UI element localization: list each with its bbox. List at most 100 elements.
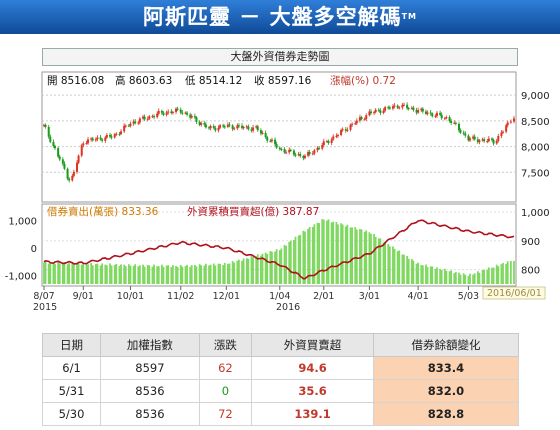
- candle-body: [332, 136, 335, 140]
- short-sell-bar: [214, 265, 217, 284]
- short-sell-bar: [448, 271, 451, 284]
- short-sell-bar: [96, 263, 99, 284]
- short-sell-bar: [458, 272, 460, 284]
- y-tick-label: 8,000: [521, 143, 550, 154]
- cell-change: 72: [198, 402, 253, 426]
- market-chart: 開 8516.08 高 8603.63 低 8514.12 收 8597.16 …: [5, 71, 550, 313]
- short-sell-bar: [439, 268, 442, 284]
- legend-short-sell: 借券賣出(萬張) 833.36: [47, 205, 159, 218]
- short-sell-bar: [420, 265, 423, 284]
- candle-body: [179, 109, 182, 113]
- x-axis-labels: 8/07 9/01 10/01 11/02 12/01 1/04 2/01 3/01 4/01 5…: [33, 286, 479, 302]
- short-sell-bar: [47, 263, 50, 284]
- short-sell-bar: [505, 263, 508, 284]
- candle-body: [109, 134, 112, 137]
- candle-body: [501, 131, 504, 133]
- col-balance-change: 借券餘額變化: [372, 333, 520, 357]
- candle-body: [124, 125, 127, 127]
- cell-balance: 832.0: [372, 379, 520, 403]
- short-sell-bar: [57, 261, 60, 284]
- candle-body: [316, 147, 319, 151]
- candle-body: [365, 115, 368, 119]
- candle-body: [157, 110, 160, 114]
- short-sell-bar: [294, 236, 297, 284]
- x-tick-label: 1/04: [269, 291, 290, 302]
- ohlc-high: 高 8603.63: [115, 74, 172, 87]
- candle-body: [355, 120, 358, 124]
- candle-body: [129, 123, 132, 126]
- candle-body: [374, 109, 377, 113]
- candle-body: [490, 138, 493, 140]
- short-sell-bar: [398, 250, 401, 284]
- candle-body: [110, 136, 113, 138]
- short-sell-bar: [467, 276, 470, 284]
- candle-body: [68, 178, 71, 181]
- candle-body: [162, 112, 165, 115]
- short-sell-bar: [61, 263, 64, 284]
- candle-body: [252, 127, 255, 131]
- candle-body: [151, 116, 154, 118]
- short-sell-bar: [77, 263, 80, 284]
- candle-body: [292, 150, 295, 155]
- short-sell-bar: [393, 248, 396, 284]
- candle-body: [377, 109, 380, 111]
- candle-body: [387, 107, 390, 109]
- candle-body: [160, 110, 163, 113]
- candle-body: [313, 150, 316, 154]
- short-sell-bar: [190, 265, 193, 284]
- cell-foreign-net: 94.6: [251, 356, 374, 380]
- short-sell-bar: [245, 258, 248, 284]
- candle-body: [302, 156, 305, 159]
- candle-body: [204, 124, 207, 128]
- short-sell-bar: [469, 273, 471, 284]
- x-tick-label: 8/07: [33, 291, 54, 302]
- candle-body: [247, 126, 250, 130]
- short-sell-bar: [105, 265, 108, 284]
- short-sell-bar: [175, 266, 177, 284]
- summary-table: 日期 加權指數 漲跌 外資買賣超 借券餘額變化 6/1 8597 62 94.6…: [41, 333, 520, 426]
- short-sell-bar: [217, 263, 220, 284]
- candle-body: [336, 135, 339, 137]
- short-sell-bar: [129, 265, 132, 284]
- short-sell-bar: [157, 266, 160, 284]
- short-sell-bar: [269, 251, 272, 284]
- candle-body: [440, 114, 443, 119]
- candle-body: [237, 125, 240, 127]
- short-sell-bar: [63, 262, 66, 284]
- candle-body: [118, 133, 121, 135]
- short-sell-bar: [382, 242, 385, 284]
- candle-body: [283, 149, 286, 153]
- candle-body: [58, 156, 61, 160]
- short-sell-bar: [72, 264, 75, 284]
- candle-body: [208, 127, 211, 129]
- short-sell-bar: [450, 270, 453, 284]
- candle-body: [241, 125, 244, 129]
- short-sell-bar: [137, 266, 140, 284]
- x-tick-label: 11/02: [167, 291, 194, 302]
- short-sell-bar: [302, 230, 305, 284]
- candle-body: [500, 132, 503, 137]
- short-sell-bar: [311, 227, 314, 284]
- app-banner: 阿斯匹靈 － 大盤多空解碼TM: [0, 0, 560, 34]
- short-sell-bar: [236, 260, 239, 284]
- candle-body: [497, 136, 500, 141]
- candle-body: [101, 139, 104, 141]
- short-sell-bar: [509, 260, 512, 284]
- short-sell-bar: [492, 267, 495, 284]
- y-tick-label: 7,500: [521, 168, 550, 179]
- candle-body: [467, 135, 470, 141]
- candle-body: [426, 112, 429, 114]
- short-sell-bar: [101, 263, 104, 284]
- candle-body: [61, 159, 64, 164]
- short-sell-bar: [151, 266, 154, 284]
- short-sell-bar: [184, 266, 187, 284]
- short-sell-bar: [58, 263, 61, 284]
- candle-body: [406, 104, 409, 109]
- short-sell-bar: [351, 227, 353, 284]
- short-sell-bar: [363, 231, 366, 284]
- candle-body: [214, 128, 217, 131]
- candle-body: [270, 139, 273, 142]
- short-sell-bar: [483, 269, 486, 284]
- short-sell-bar: [66, 264, 69, 284]
- candle-body: [255, 126, 258, 128]
